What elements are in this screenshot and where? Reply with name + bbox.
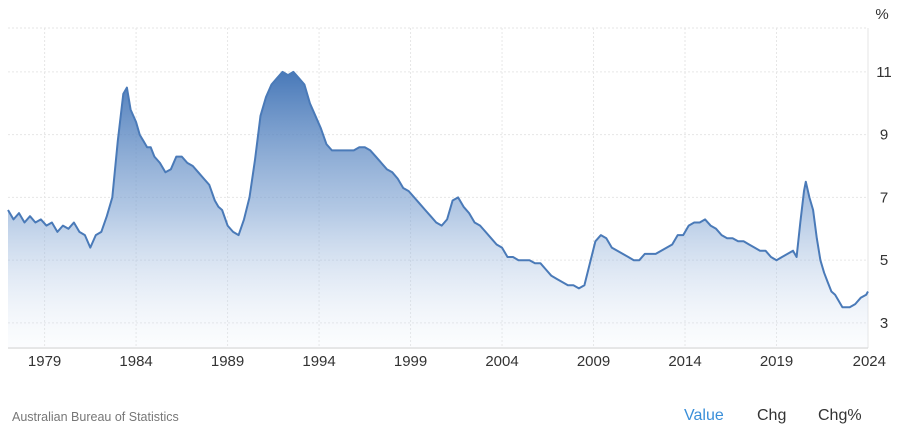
x-tick-label: 1994 (302, 353, 335, 370)
unemployment-chart: 3 5 7 9 11 1979 1984 1989 1994 1999 2004 2009 2014 2… (7, 6, 892, 370)
x-axis-ticks: 1979 1984 1989 1994 1999 2004 2009 2014 2019 2024 (28, 353, 886, 370)
x-tick-label: 1984 (119, 353, 152, 370)
change-percent-button[interactable]: Chg% (818, 407, 862, 424)
change-button[interactable]: Chg (757, 407, 787, 424)
x-tick-label: 1989 (211, 353, 244, 370)
series-area (8, 71, 868, 349)
source-label: Australian Bureau of Statistics (12, 410, 179, 424)
y-axis-unit-label: % (875, 6, 888, 23)
y-tick-label: 9 (880, 127, 888, 144)
series-line-path (7, 70, 869, 309)
y-axis-ticks: 3 5 7 9 11 (876, 64, 892, 332)
series-line (7, 70, 869, 309)
x-tick-label: 2004 (485, 353, 518, 370)
y-tick-label: 3 (880, 315, 888, 332)
x-tick-label: 2014 (668, 353, 701, 370)
x-tick-label: 2024 (853, 353, 886, 370)
y-tick-label: 11 (876, 64, 892, 81)
x-tick-label: 1979 (28, 353, 61, 370)
value-button[interactable]: Value (684, 407, 724, 424)
area-fill (8, 71, 868, 349)
x-tick-label: 2009 (577, 353, 610, 370)
y-tick-label: 5 (880, 252, 888, 269)
chart-footer: Australian Bureau of Statistics Value Ch… (0, 396, 900, 434)
x-tick-label: 2019 (760, 353, 793, 370)
y-tick-label: 7 (880, 189, 888, 206)
x-tick-label: 1999 (394, 353, 427, 370)
